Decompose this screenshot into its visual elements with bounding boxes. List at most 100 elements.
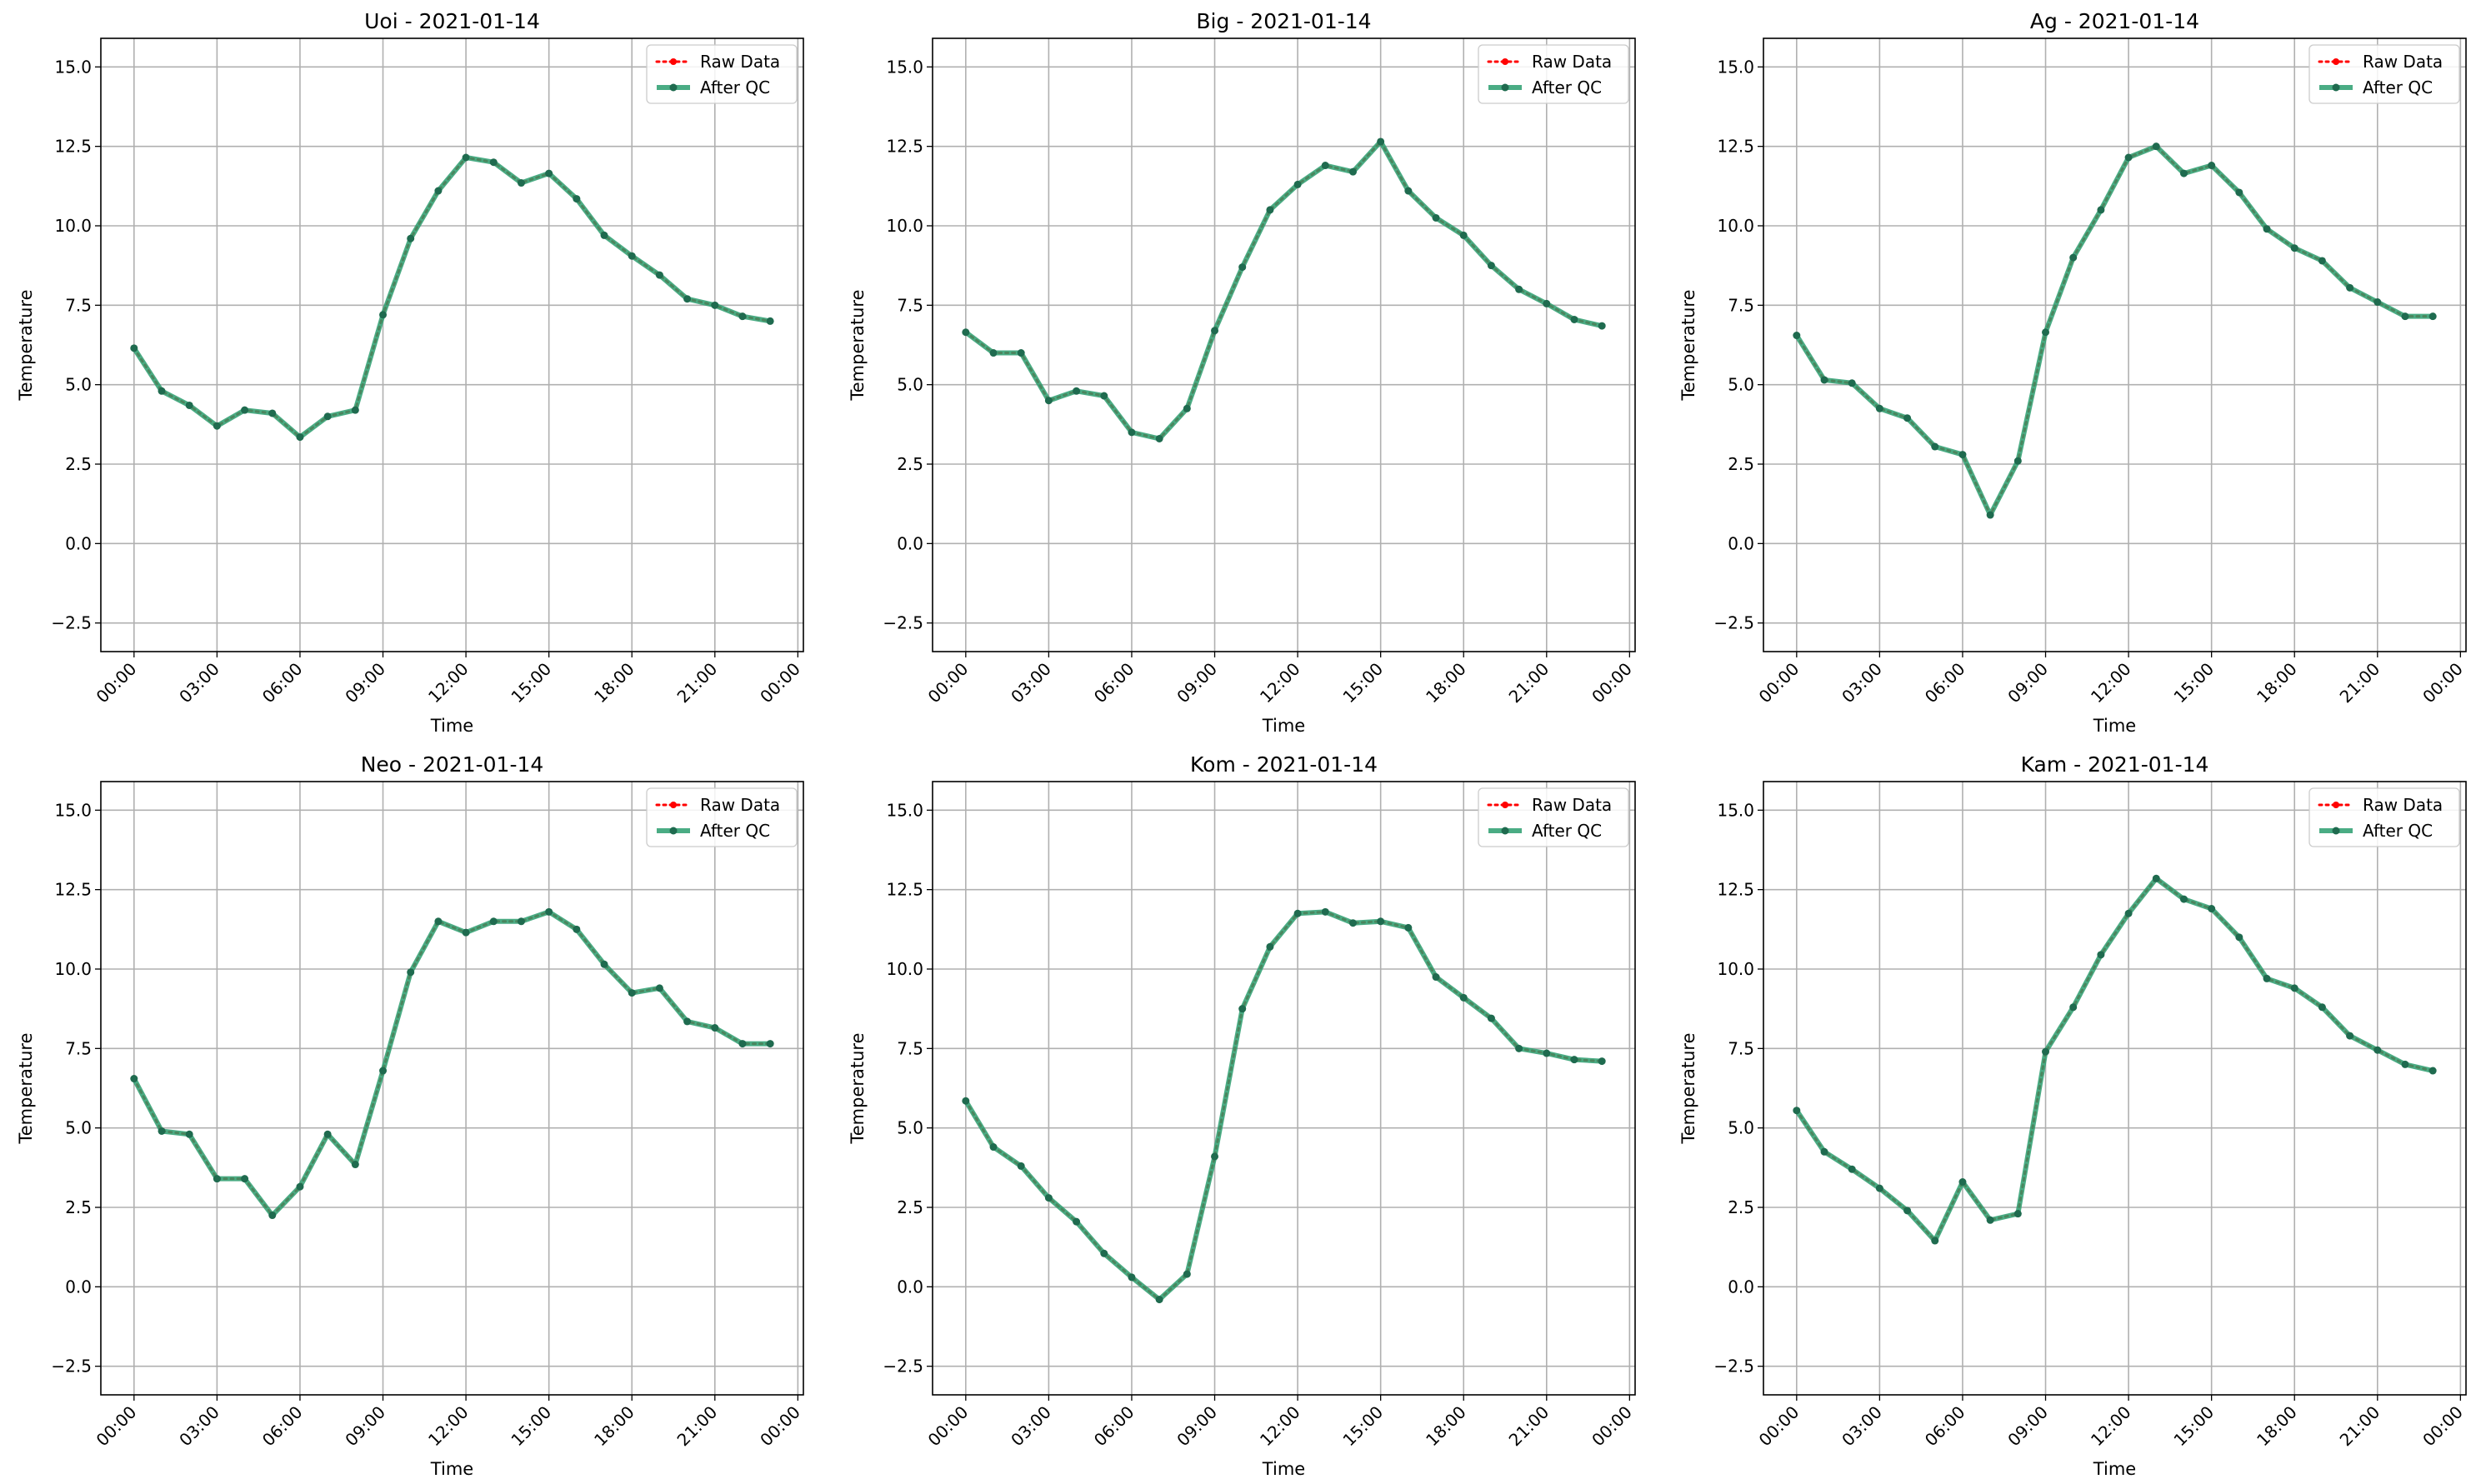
x-tick-label: 18:00 <box>1422 659 1470 707</box>
after-qc-line <box>132 155 771 440</box>
x-tick-label: 03:00 <box>175 659 223 707</box>
y-tick-label: 5.0 <box>1728 1118 1754 1138</box>
y-tick-label: 0.0 <box>897 533 923 553</box>
y-tick-label: 10.0 <box>886 959 923 979</box>
x-tick-label: 12:00 <box>1256 659 1304 707</box>
plot-area <box>962 137 1606 442</box>
after-qc-point <box>2208 905 2216 913</box>
after-qc-point <box>1100 392 1108 400</box>
legend-raw-marker <box>2333 802 2339 808</box>
y-tick-label: 2.5 <box>1728 1197 1754 1217</box>
chart-panel-2: 00:00 03:00 06:00 09:00 12:00 15:00 18:00 21:00… <box>848 9 1636 736</box>
after-qc-point <box>434 187 443 195</box>
x-tick-label: 12:00 <box>424 659 473 707</box>
after-qc-point <box>351 406 359 414</box>
y-tick-label: 0.0 <box>897 1277 923 1297</box>
after-qc-point <box>2208 162 2216 170</box>
x-tick-label: 00:00 <box>1588 659 1636 707</box>
x-tick-label: 00:00 <box>1588 1402 1636 1451</box>
legend-raw-marker <box>670 58 677 65</box>
x-tick-label: 09:00 <box>1173 659 1221 707</box>
after-qc-point <box>2042 1047 2050 1056</box>
after-qc-point <box>711 301 719 309</box>
after-qc-point <box>351 1161 359 1169</box>
y-tick-label: 2.5 <box>65 1197 92 1217</box>
after-qc-point <box>1211 1152 1219 1161</box>
after-qc-point <box>407 968 415 977</box>
after-qc-point <box>323 1130 332 1138</box>
y-tick-label: 12.5 <box>1717 137 1754 157</box>
after-qc-point <box>738 312 747 321</box>
after-qc-point <box>2318 1003 2326 1012</box>
after-qc-point <box>2401 312 2409 321</box>
legend: Raw Data After QC <box>1478 787 1629 847</box>
legend: Raw Data After QC <box>646 787 798 847</box>
after-qc-point <box>766 1040 774 1048</box>
after-qc-point <box>766 317 774 325</box>
y-tick-label: 7.5 <box>897 295 923 315</box>
after-qc-point <box>1238 263 1247 272</box>
x-tick-label: 03:00 <box>1007 1402 1055 1451</box>
x-tick-label: 00:00 <box>1755 1402 1803 1451</box>
after-qc-point <box>489 158 498 167</box>
after-qc-point <box>1266 206 1274 214</box>
legend-raw-marker <box>670 802 677 808</box>
after-qc-point <box>1543 299 1551 307</box>
plot-area <box>1793 874 2437 1245</box>
after-qc-point <box>1377 137 1385 146</box>
after-qc-point <box>1266 942 1274 951</box>
legend-raw-label: Raw Data <box>2363 795 2443 815</box>
x-tick-label: 06:00 <box>258 1402 307 1451</box>
after-qc-point <box>1238 1005 1247 1013</box>
x-tick-label: 09:00 <box>341 1402 389 1451</box>
legend-qc-label: After QC <box>2363 821 2433 841</box>
legend-raw-label: Raw Data <box>1532 795 1612 815</box>
x-tick-label: 21:00 <box>2336 1402 2384 1451</box>
legend-qc-marker <box>1501 83 1509 92</box>
after-qc-point <box>2179 895 2188 903</box>
legend-qc-label: After QC <box>1532 77 1602 97</box>
after-qc-point <box>1986 1216 1994 1224</box>
after-qc-point <box>1348 919 1357 927</box>
y-tick-label: −2.5 <box>51 613 92 633</box>
after-qc-point <box>241 1175 249 1183</box>
legend-qc-marker <box>669 827 678 835</box>
chart-panel-4: 00:00 03:00 06:00 09:00 12:00 15:00 18:00 21:00… <box>16 752 804 1479</box>
x-axis-label: Time <box>2093 1459 2136 1479</box>
after-qc-point <box>1377 917 1385 926</box>
x-tick-label: 06:00 <box>1090 659 1138 707</box>
after-qc-point <box>1931 1237 1939 1245</box>
x-tick-label: 18:00 <box>2253 659 2301 707</box>
chart-panel-1: 00:00 03:00 06:00 09:00 12:00 15:00 18:00 21:00… <box>16 9 804 736</box>
y-tick-label: 15.0 <box>1717 57 1754 77</box>
after-qc-point <box>989 349 998 357</box>
y-tick-label: 15.0 <box>886 800 923 820</box>
x-tick-label: 00:00 <box>93 659 141 707</box>
plot-area <box>1793 142 2437 519</box>
x-tick-label: 12:00 <box>2087 659 2135 707</box>
legend: Raw Data After QC <box>2308 44 2460 104</box>
after-qc-point <box>1404 923 1413 932</box>
x-tick-label: 06:00 <box>1090 1402 1138 1451</box>
after-qc-point <box>1848 379 1856 387</box>
y-tick-label: 15.0 <box>54 800 92 820</box>
after-qc-point <box>2235 933 2243 942</box>
y-tick-label: 10.0 <box>54 959 92 979</box>
after-qc-point <box>989 1143 998 1152</box>
legend-raw-label: Raw Data <box>1532 52 1612 72</box>
legend-qc-marker <box>2332 827 2340 835</box>
x-tick-label: 00:00 <box>756 659 804 707</box>
x-tick-label: 00:00 <box>924 659 973 707</box>
after-qc-point <box>434 917 443 926</box>
after-qc-point <box>1459 231 1468 239</box>
x-tick-label: 00:00 <box>756 1402 804 1451</box>
y-tick-label: 15.0 <box>886 57 923 77</box>
legend-qc-label: After QC <box>2363 77 2433 97</box>
x-tick-label: 21:00 <box>1505 659 1553 707</box>
x-axis-label: Time <box>1262 716 1305 736</box>
after-qc-point <box>655 984 663 992</box>
y-tick-label: 2.5 <box>1728 454 1754 474</box>
after-qc-point <box>1044 1194 1053 1202</box>
x-tick-label: 06:00 <box>1921 659 1969 707</box>
axes-frame <box>100 37 804 652</box>
